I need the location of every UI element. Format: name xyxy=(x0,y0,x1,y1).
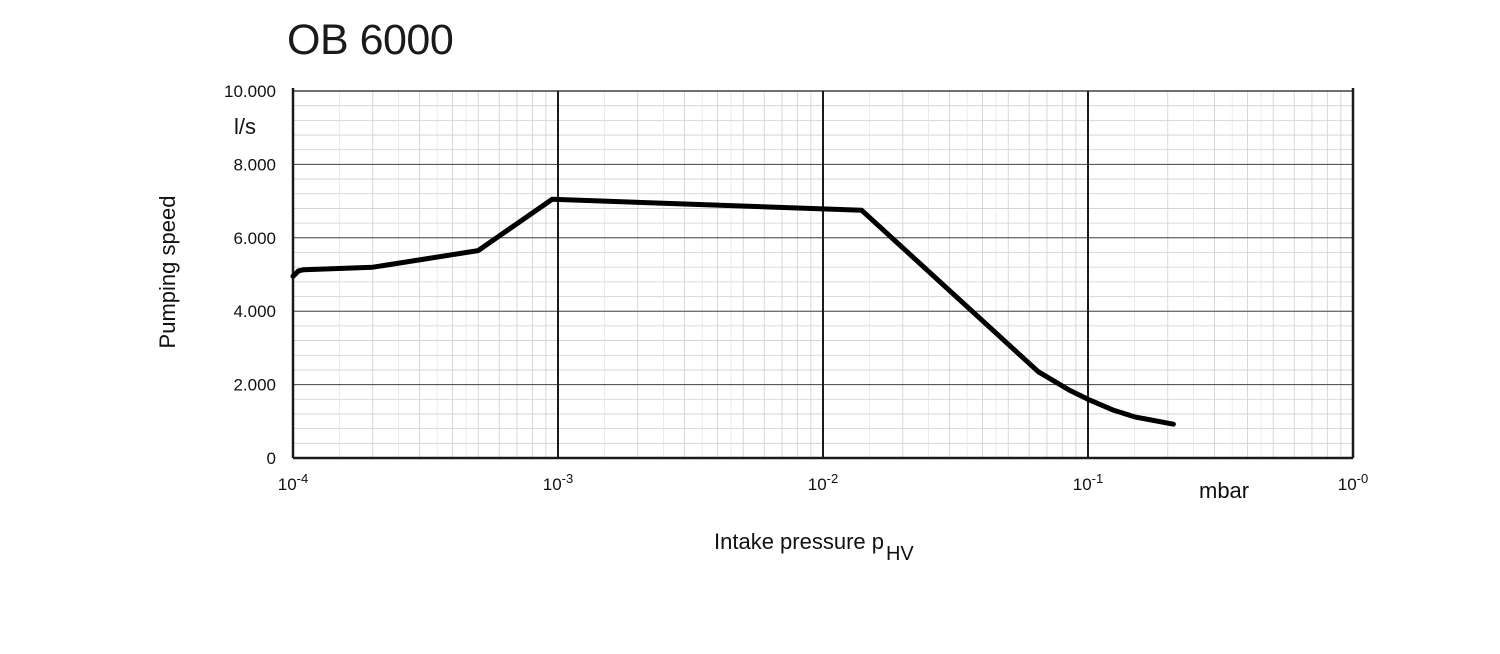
chart-title: OB 6000 xyxy=(287,16,454,64)
y-tick-label: 4.000 xyxy=(233,302,276,321)
y-axis-unit: l/s xyxy=(234,114,256,139)
x-tick-label: 10-2 xyxy=(808,471,838,494)
x-tick-label: 10-1 xyxy=(1073,471,1103,494)
y-tick-labels: 0 2.000 4.000 6.000 8.000 10.000 xyxy=(224,82,276,468)
y-tick-label: 0 xyxy=(267,449,276,468)
x-axis-unit: mbar xyxy=(1199,478,1250,503)
x-axis-label: Intake pressure p HV xyxy=(714,529,914,566)
pumping-speed-curve xyxy=(290,196,1176,427)
x-tick-label: 10-0 xyxy=(1338,471,1368,494)
x-tick-labels: 10-4 10-3 10-2 10-1 10-0 xyxy=(278,471,1368,494)
x-tick-label: 10-4 xyxy=(278,471,308,494)
y-tick-label: 6.000 xyxy=(233,229,276,248)
series-layer xyxy=(290,196,1176,427)
x-axis-label-subscript: HV xyxy=(885,543,914,565)
y-tick-label: 8.000 xyxy=(233,155,276,174)
x-tick-label: 10-3 xyxy=(543,471,573,494)
y-tick-label: 10.000 xyxy=(224,82,276,101)
x-axis-label-text: Intake pressure p xyxy=(714,529,884,554)
major-grid xyxy=(292,90,1354,459)
y-tick-label: 2.000 xyxy=(233,376,276,395)
